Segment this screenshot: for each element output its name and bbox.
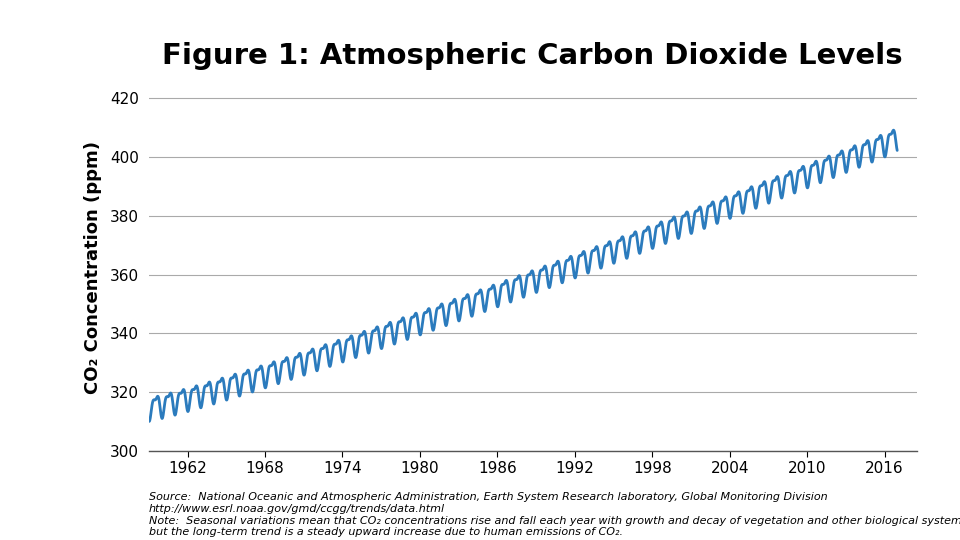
Y-axis label: CO₂ Concentration (ppm): CO₂ Concentration (ppm) [84, 141, 102, 394]
Text: Source:  National Oceanic and Atmospheric Administration, Earth System Research : Source: National Oceanic and Atmospheric… [149, 492, 960, 537]
Title: Figure 1: Atmospheric Carbon Dioxide Levels: Figure 1: Atmospheric Carbon Dioxide Lev… [162, 42, 903, 70]
